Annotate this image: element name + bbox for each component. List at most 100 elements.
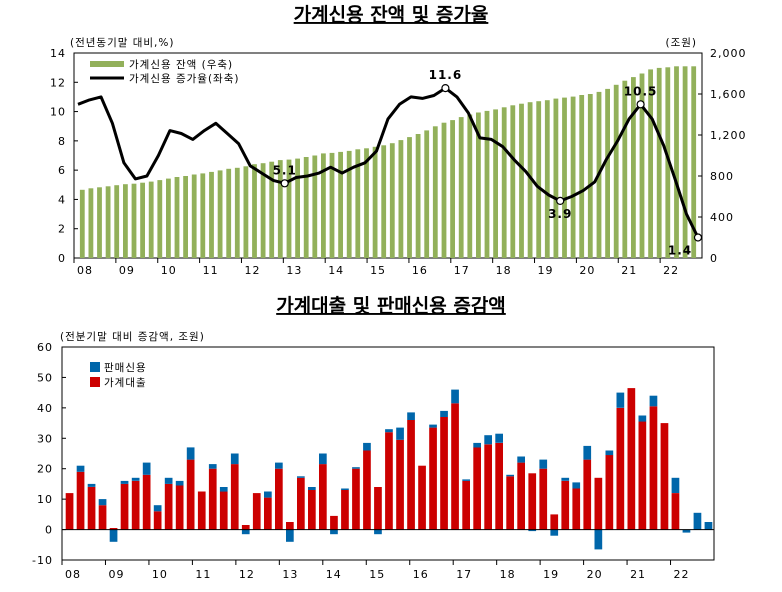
balance-bar [226,168,232,258]
chart1-legend: 가계신용 잔액 (우축) 가계신용 증가율(좌축) [90,59,239,85]
balance-bar [338,151,343,258]
household-loan-bar [330,515,338,530]
household-loan-bar [109,528,118,530]
household-loan-bar [341,490,349,530]
balance-bar [286,159,292,258]
growth-point-marker [636,100,645,109]
x-tick-label: 18 [496,264,512,277]
household-loan-bar [186,459,195,530]
household-loan-bar [286,522,294,530]
x-tick-label: 10 [161,264,177,277]
sales-credit-bar [76,465,85,472]
right-tick-label: 1,600 [710,88,747,101]
sales-credit-bar [649,395,658,407]
sales-credit-bar [363,442,371,451]
household-loan-bar [363,450,371,530]
sales-credit-bar [616,392,625,408]
x-tick-label: 22 [663,264,679,277]
household-loan-bar [230,464,239,530]
x-tick-label: 15 [370,264,386,277]
x-tick-label: 22 [674,568,690,581]
sales-credit-bar [87,483,96,487]
sales-credit-bar [352,467,360,469]
sales-credit-bar [120,480,129,484]
sales-credit-bar [605,450,614,456]
household-loan-bar [252,493,261,530]
x-tick-label: 19 [538,264,554,277]
balance-bar [484,110,490,259]
x-tick-label: 19 [543,568,559,581]
sales-credit-bar [308,487,316,490]
balance-bar [398,140,404,258]
growth-data-label: 5.1 [273,163,297,177]
y-tick-label: 20 [37,463,53,476]
sales-credit-bar [319,453,327,465]
household-loan-bar [671,493,680,530]
household-loan-bar [385,432,393,530]
growth-data-label: 1.4 [668,244,692,258]
balance-bar [174,177,180,258]
sales-credit-bar [429,424,437,428]
left-tick-label: 14 [50,47,66,60]
legend-swatch-sales-credit [90,362,100,372]
balance-bar [355,149,361,258]
household-loan-bar [616,407,625,530]
x-tick-label: 13 [286,264,302,277]
y-tick-label: 50 [37,371,53,384]
balance-bar [97,187,102,258]
household-loan-bar [649,406,658,530]
growth-point-marker [280,179,289,188]
balance-bar [295,158,300,258]
balance-bar [467,114,473,258]
balance-bar [510,105,516,258]
household-loan-bar [429,427,437,530]
household-loan-bar [241,525,250,530]
legend-label-growth: 가계신용 증가율(좌축) [129,73,239,85]
sales-credit-bar [264,491,272,498]
chart1-right-unit: (조원) [665,37,697,49]
chart2-title: 가계대출 및 판매신용 증감액 [276,295,506,317]
sales-credit-bar [230,453,239,465]
balance-bar [648,69,653,259]
sales-credit-bar [153,505,162,512]
balance-bar [544,100,550,258]
sales-credit-bar [473,442,481,448]
household-loan-bar [473,447,481,530]
growth-data-label: 3.9 [548,207,572,221]
balance-bar [562,97,567,258]
balance-bar [260,163,266,258]
x-tick-label: 10 [152,568,168,581]
y-tick-label: -10 [32,554,53,567]
y-tick-label: 10 [37,493,53,506]
sales-credit-bar [374,529,382,535]
balance-bar [105,186,111,259]
sales-credit-bar [98,499,107,506]
sales-credit-bar [638,415,647,422]
sales-credit-bar [561,477,570,481]
balance-bar [579,95,585,258]
left-tick-label: 4 [58,193,66,206]
balance-bar [501,107,507,258]
household-loan-bar [627,388,636,530]
household-loan-bar [87,487,96,530]
balance-bar [493,109,498,259]
sales-credit-bar [495,433,503,443]
balance-bar [123,184,128,258]
household-loan-bar [297,477,305,530]
balance-bar [140,182,145,258]
balance-bar [691,66,697,258]
balance-bar [329,152,335,258]
balance-bar [613,84,619,258]
right-tick-label: 1,200 [710,129,747,142]
growth-data-label: 10.5 [624,84,658,98]
sales-credit-bar [462,479,470,481]
balance-bar [450,120,455,258]
right-tick-label: 800 [710,170,734,183]
household-loan-bar [583,459,592,530]
balance-bar [277,160,283,258]
y-tick-label: 40 [37,402,53,415]
household-loan-bar [352,468,360,530]
balance-bar [269,161,275,258]
legend-label-household-loans: 가계대출 [104,377,147,389]
household-loan-bar [484,444,492,530]
